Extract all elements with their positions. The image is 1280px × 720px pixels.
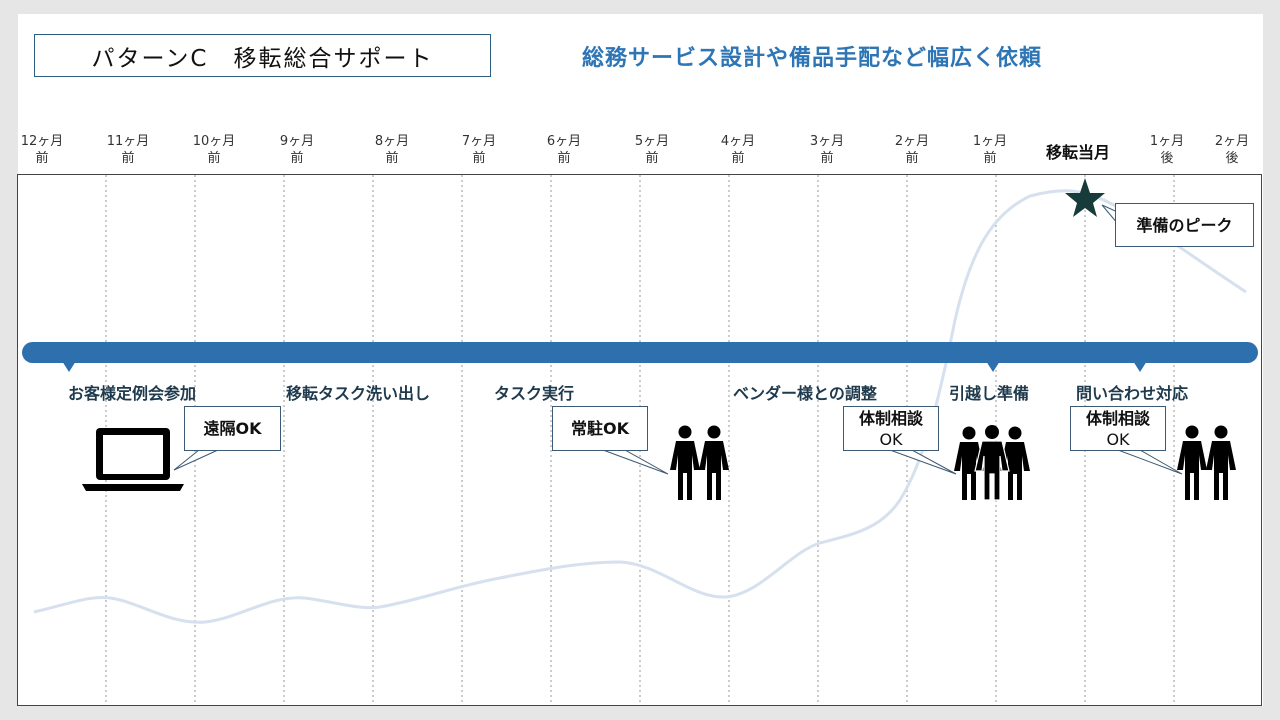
- month-label-9-before: 9ヶ月前: [279, 134, 315, 166]
- month-label-1-after: 1ヶ月後: [1149, 134, 1185, 166]
- two-people-icon-support: [1177, 425, 1236, 500]
- phase-move-preparation: 引越し準備: [949, 384, 1030, 403]
- month-label-1-before: 1ヶ月前: [972, 134, 1008, 166]
- remote-callout-text: 遠隔OK: [203, 419, 262, 438]
- phase-vendor-coordination: ベンダー様との調整: [733, 384, 877, 403]
- phase-task-identification: 移転タスク洗い出し: [286, 384, 431, 403]
- team-callout-support-line2: OK: [1106, 429, 1130, 449]
- laptop-icon: [82, 428, 184, 491]
- onsite-callout-tail: [602, 449, 669, 475]
- onsite-callout-text: 常駐OK: [570, 419, 629, 438]
- phase-task-execution: タスク実行: [494, 384, 575, 403]
- month-label-10-before: 10ヶ月前: [192, 134, 236, 166]
- page-title-text: パターンC 移転総合サポート: [91, 45, 434, 72]
- month-label-12-before: 12ヶ月前: [20, 134, 64, 166]
- team-callout-support-line1: 体制相談: [1085, 408, 1150, 428]
- phase-regular-meeting: お客様定例会参加: [68, 384, 197, 403]
- month-label-5-before: 5ヶ月前: [634, 134, 670, 166]
- remote-callout: 遠隔OK: [184, 406, 281, 451]
- month-label-2-after: 2ヶ月後: [1214, 134, 1250, 166]
- month-label-8-before: 8ヶ月前: [374, 134, 410, 166]
- phase-inquiry-support: 問い合わせ対応: [1076, 384, 1189, 403]
- team-callout-move-line2: OK: [879, 429, 903, 449]
- star-icon: [1065, 178, 1105, 217]
- remote-callout-tail: [173, 449, 219, 471]
- peak-callout: 準備のピーク: [1115, 203, 1254, 247]
- month-label-4-before: 4ヶ月前: [720, 134, 756, 166]
- month-label-2-before: 2ヶ月前: [894, 134, 930, 166]
- timeline-marker-support: [1133, 361, 1147, 372]
- timeline-frame: [17, 174, 1262, 706]
- team-callout-move-line1: 体制相談: [858, 408, 923, 428]
- month-label-move-month: 移転当月: [1045, 143, 1110, 162]
- timeline-marker-start: [62, 361, 76, 372]
- team2-callout-tail: [1117, 449, 1183, 475]
- month-label-3-before: 3ヶ月前: [809, 134, 845, 166]
- month-label-11-before: 11ヶ月前: [106, 134, 150, 166]
- page-title: パターンC 移転総合サポート: [34, 34, 491, 77]
- page-subtitle: 総務サービス設計や備品手配など幅広く依頼: [582, 46, 1043, 71]
- team-callout-support: 体制相談 OK: [1070, 406, 1166, 451]
- timeline-marker-move: [986, 361, 1000, 372]
- onsite-callout: 常駐OK: [552, 406, 648, 451]
- timeline-bar: [22, 342, 1258, 363]
- month-label-7-before: 7ヶ月前: [461, 134, 497, 166]
- three-people-icon: [954, 425, 1030, 501]
- peak-callout-text: 準備のピーク: [1136, 215, 1233, 235]
- month-label-6-before: 6ヶ月前: [546, 134, 582, 166]
- two-people-icon: [670, 425, 729, 500]
- team-callout-move: 体制相談 OK: [843, 406, 939, 451]
- workload-curve: [33, 189, 1247, 624]
